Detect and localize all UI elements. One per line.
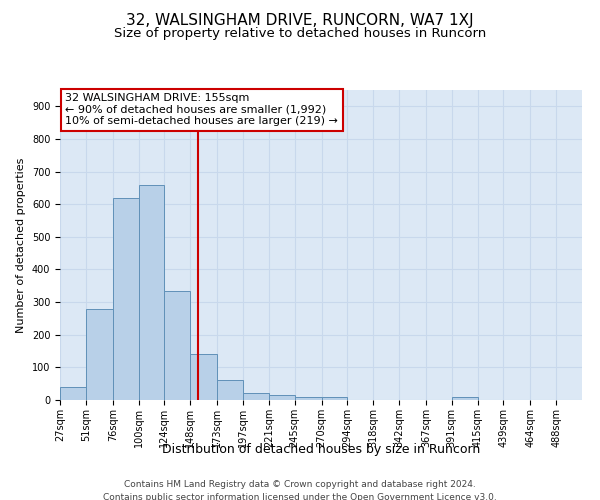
- Bar: [243, 394, 269, 400]
- Bar: [60, 387, 86, 400]
- Bar: [269, 395, 295, 400]
- Bar: [217, 380, 243, 400]
- Bar: [452, 396, 478, 400]
- Text: 32, WALSINGHAM DRIVE, RUNCORN, WA7 1XJ: 32, WALSINGHAM DRIVE, RUNCORN, WA7 1XJ: [126, 12, 474, 28]
- Text: Contains public sector information licensed under the Open Government Licence v3: Contains public sector information licen…: [103, 492, 497, 500]
- Text: 32 WALSINGHAM DRIVE: 155sqm
← 90% of detached houses are smaller (1,992)
10% of : 32 WALSINGHAM DRIVE: 155sqm ← 90% of det…: [65, 93, 338, 126]
- Y-axis label: Number of detached properties: Number of detached properties: [16, 158, 26, 332]
- Text: Size of property relative to detached houses in Runcorn: Size of property relative to detached ho…: [114, 28, 486, 40]
- Bar: [139, 184, 164, 400]
- Bar: [86, 308, 113, 400]
- Bar: [190, 354, 217, 400]
- Text: Contains HM Land Registry data © Crown copyright and database right 2024.: Contains HM Land Registry data © Crown c…: [124, 480, 476, 489]
- Bar: [113, 198, 139, 400]
- Bar: [295, 396, 322, 400]
- Bar: [164, 290, 190, 400]
- Bar: [322, 396, 347, 400]
- Text: Distribution of detached houses by size in Runcorn: Distribution of detached houses by size …: [162, 442, 480, 456]
